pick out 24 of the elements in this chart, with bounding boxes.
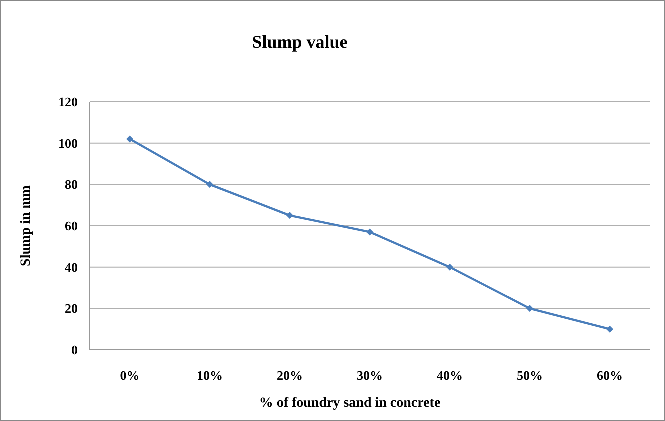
y-axis-title: Slump in mm [19,185,34,266]
x-tick-label: 0% [120,368,140,383]
y-tick-label: 120 [58,94,78,110]
y-tick-label: 60 [65,218,78,234]
chart-title: Slump value [252,32,348,52]
point [286,212,294,220]
x-axis-title: % of foundry sand in concrete [259,396,441,411]
y-tick-label: 20 [65,301,78,316]
x-tick-label: 60% [597,368,623,383]
y-tick-label: 0 [72,342,78,358]
y-tick-label: 100 [58,136,78,151]
y-tick-label: 40 [65,260,78,275]
point [606,326,614,333]
point [526,305,534,312]
x-tick-label: 20% [277,368,303,383]
point [446,264,454,271]
point [366,228,374,236]
point [126,136,134,143]
x-tick-label: 30% [357,368,383,383]
x-tick-label: 40% [437,368,463,383]
x-tick-label: 10% [197,368,223,383]
y-tick-label: 80 [65,177,78,192]
x-tick-label: 50% [517,368,543,383]
point [206,181,214,188]
